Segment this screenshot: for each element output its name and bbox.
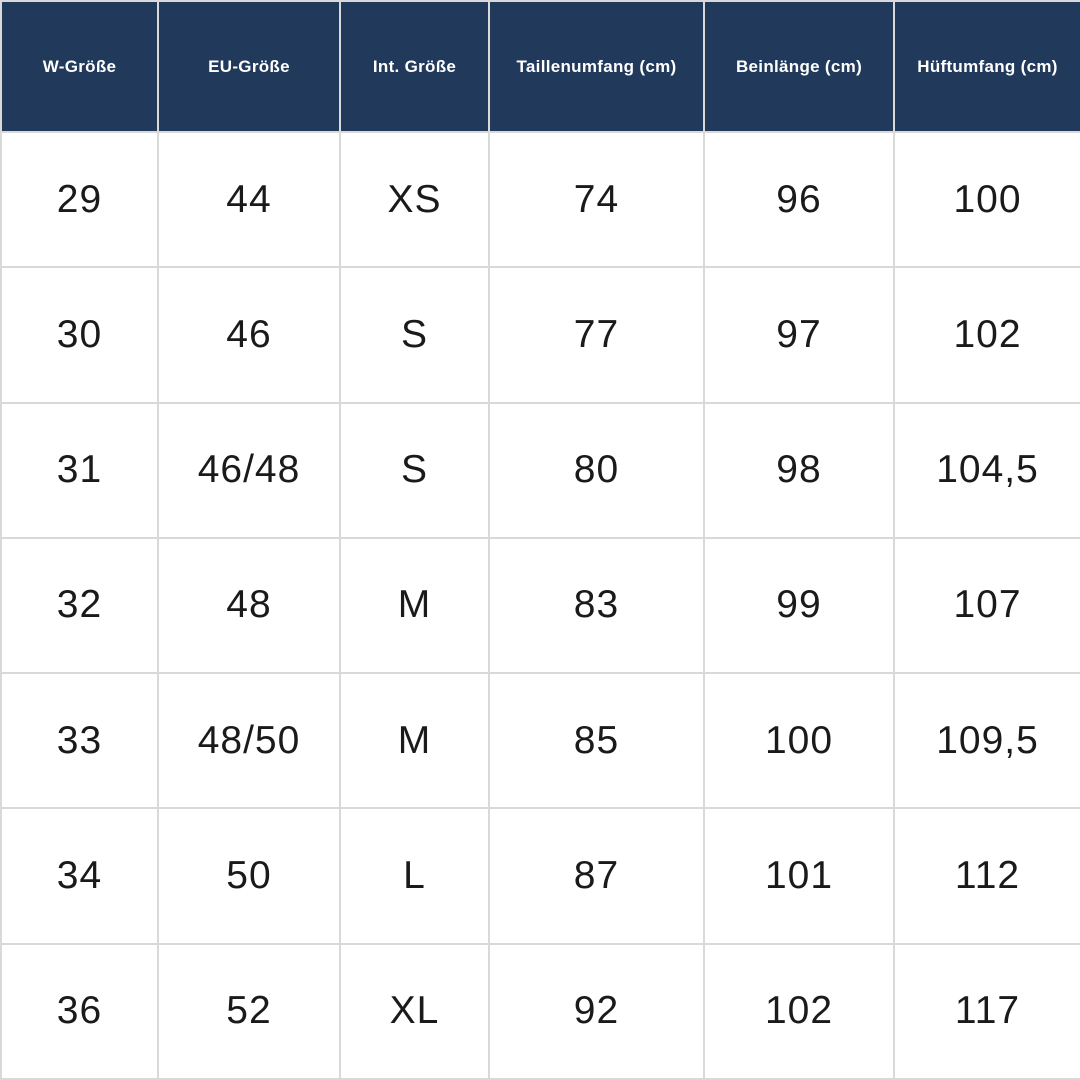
table-cell: 102: [703, 942, 895, 1080]
table-row: 32 48 M 83 99 107: [0, 536, 1080, 675]
table-cell: 117: [893, 942, 1080, 1080]
table-cell: 34: [0, 807, 159, 945]
table-cell: 29: [0, 130, 159, 269]
table-cell: 104,5: [893, 401, 1080, 539]
table-row: 33 48/50 M 85 100 109,5: [0, 672, 1080, 810]
table-cell: 46/48: [157, 401, 341, 539]
table-row: 34 50 L 87 101 112: [0, 807, 1080, 945]
table-cell: 74: [488, 130, 705, 269]
table-cell: L: [339, 807, 490, 945]
table-cell: 36: [0, 942, 159, 1080]
table-cell: 102: [893, 266, 1080, 404]
table-cell: 50: [157, 807, 341, 945]
table-cell: 85: [488, 672, 705, 810]
table-cell: 31: [0, 401, 159, 539]
table-cell: 112: [893, 807, 1080, 945]
table-cell: 100: [703, 672, 895, 810]
table-cell: 30: [0, 266, 159, 404]
table-row: 31 46/48 S 80 98 104,5: [0, 401, 1080, 539]
table-cell: 99: [703, 536, 895, 675]
column-header-w-groesse: W-Größe: [0, 0, 159, 133]
table-cell: 98: [703, 401, 895, 539]
table-cell: 52: [157, 942, 341, 1080]
table-cell: 77: [488, 266, 705, 404]
table-cell: 80: [488, 401, 705, 539]
table-cell: 87: [488, 807, 705, 945]
table-cell: 83: [488, 536, 705, 675]
table-cell: 32: [0, 536, 159, 675]
table-row: 36 52 XL 92 102 117: [0, 942, 1080, 1080]
table-row: 29 44 XS 74 96 100: [0, 130, 1080, 269]
table-cell: 44: [157, 130, 341, 269]
table-cell: 92: [488, 942, 705, 1080]
table-cell: 46: [157, 266, 341, 404]
table-cell: 48: [157, 536, 341, 675]
table-cell: XL: [339, 942, 490, 1080]
table-cell: 109,5: [893, 672, 1080, 810]
table-row: 30 46 S 77 97 102: [0, 266, 1080, 404]
column-header-beinlaenge: Beinlänge (cm): [703, 0, 895, 133]
table-cell: 101: [703, 807, 895, 945]
table-cell: M: [339, 536, 490, 675]
table-cell: 33: [0, 672, 159, 810]
table-cell: 107: [893, 536, 1080, 675]
table-cell: M: [339, 672, 490, 810]
column-header-taillenumfang: Taillenumfang (cm): [488, 0, 705, 133]
table-cell: 97: [703, 266, 895, 404]
table-cell: 100: [893, 130, 1080, 269]
column-header-int-groesse: Int. Größe: [339, 0, 490, 133]
table-cell: 96: [703, 130, 895, 269]
column-header-eu-groesse: EU-Größe: [157, 0, 341, 133]
table-cell: XS: [339, 130, 490, 269]
header-row: W-Größe EU-Größe Int. Größe Taillenumfan…: [0, 0, 1080, 133]
table-cell: S: [339, 266, 490, 404]
table-cell: S: [339, 401, 490, 539]
table-cell: 48/50: [157, 672, 341, 810]
column-header-hueftumfang: Hüftumfang (cm): [893, 0, 1080, 133]
